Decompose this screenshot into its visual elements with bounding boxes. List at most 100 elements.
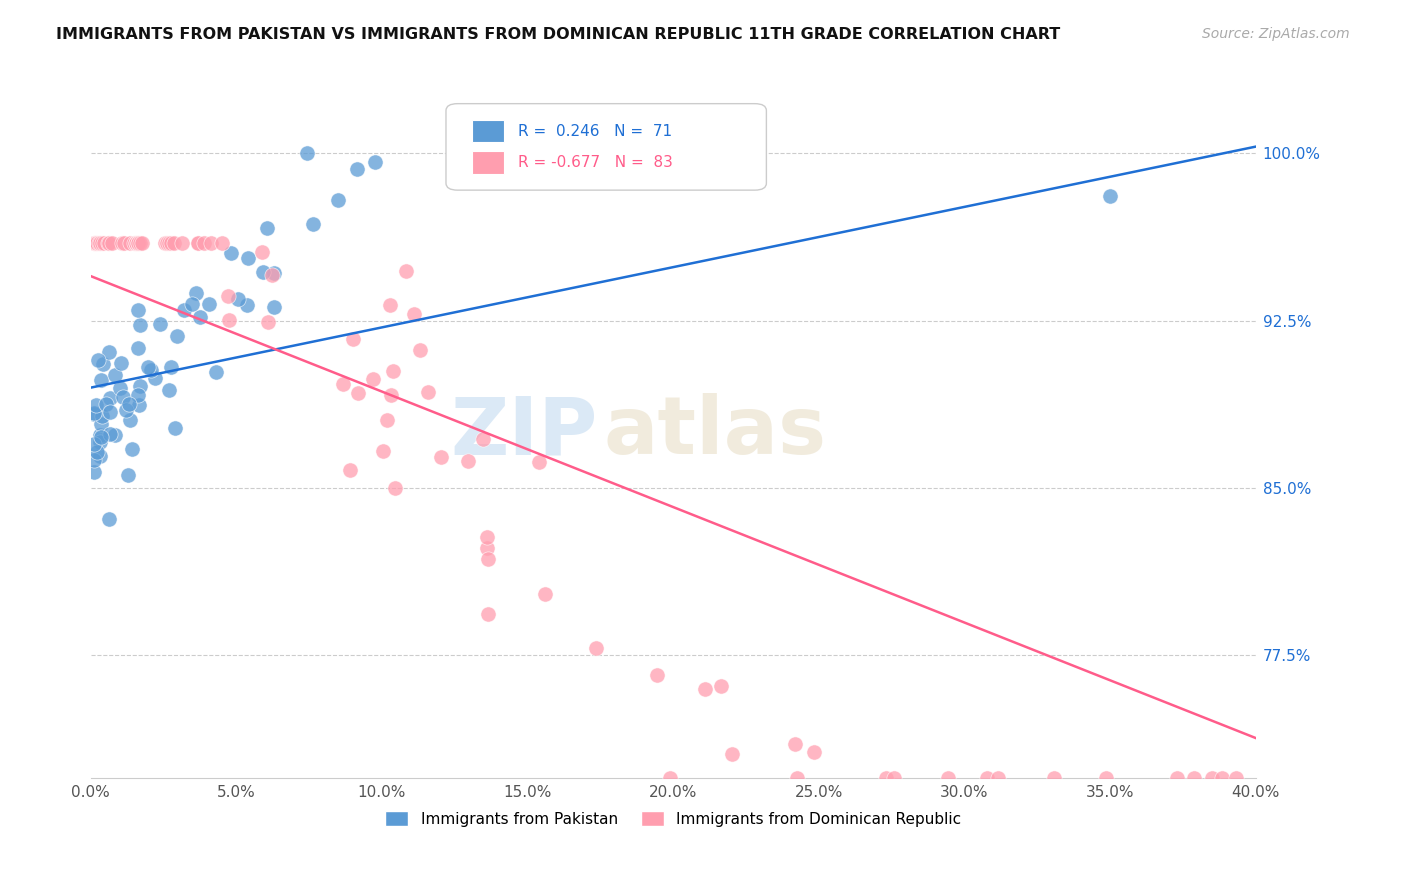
Point	[457, 453, 479, 467]
Point	[125, 235, 148, 250]
Point	[84, 398, 107, 412]
Point	[157, 383, 180, 397]
Point	[384, 481, 406, 495]
Point	[256, 221, 278, 235]
Point	[93, 235, 115, 250]
Point	[295, 146, 318, 161]
Point	[117, 467, 139, 482]
Text: R = -0.677   N =  83: R = -0.677 N = 83	[519, 155, 673, 170]
Point	[163, 235, 186, 250]
Point	[101, 235, 124, 250]
Point	[139, 363, 162, 377]
Point	[200, 235, 222, 250]
Point	[83, 407, 105, 421]
Point	[472, 432, 495, 446]
Point	[190, 310, 212, 325]
Point	[346, 386, 368, 401]
Point	[404, 307, 426, 321]
Point	[328, 193, 350, 207]
Point	[89, 435, 111, 450]
Point	[124, 235, 146, 250]
Point	[217, 289, 239, 303]
Point	[381, 364, 404, 378]
Point	[96, 235, 118, 250]
Point	[131, 235, 153, 250]
Point	[166, 329, 188, 343]
Point	[149, 318, 172, 332]
Point	[454, 146, 477, 161]
Point	[157, 235, 180, 250]
Point	[346, 162, 368, 177]
Point	[263, 266, 285, 280]
Point	[103, 368, 125, 383]
Point	[160, 235, 183, 250]
Point	[205, 364, 228, 378]
Point	[219, 246, 242, 260]
Point	[332, 376, 354, 391]
Point	[430, 450, 453, 465]
Text: atlas: atlas	[603, 393, 827, 471]
Point	[197, 297, 219, 311]
Point	[803, 745, 825, 759]
FancyBboxPatch shape	[471, 120, 505, 143]
Point	[658, 771, 681, 785]
Point	[83, 235, 105, 250]
Point	[87, 235, 110, 250]
Point	[98, 405, 121, 419]
Point	[605, 146, 627, 161]
Point	[395, 264, 418, 278]
Point	[976, 771, 998, 785]
Point	[226, 293, 249, 307]
Point	[97, 512, 120, 526]
Point	[153, 235, 176, 250]
Point	[527, 455, 550, 469]
Point	[118, 397, 141, 411]
Point	[585, 640, 607, 655]
Point	[121, 442, 143, 456]
Point	[364, 154, 387, 169]
Point	[218, 313, 240, 327]
Point	[252, 265, 274, 279]
Point	[477, 607, 499, 621]
Point	[475, 530, 498, 544]
Point	[83, 465, 105, 479]
Point	[1182, 771, 1205, 785]
Point	[89, 449, 111, 463]
Point	[104, 427, 127, 442]
Point	[475, 541, 498, 556]
Text: Source: ZipAtlas.com: Source: ZipAtlas.com	[1202, 27, 1350, 41]
Point	[721, 747, 744, 761]
Point	[786, 771, 808, 785]
Point	[90, 417, 112, 431]
Point	[129, 235, 152, 250]
Point	[96, 397, 118, 411]
Point	[89, 235, 111, 250]
Point	[115, 403, 138, 417]
Point	[256, 315, 278, 329]
Point	[263, 300, 285, 314]
Point	[378, 298, 401, 312]
Point	[184, 285, 207, 300]
Point	[187, 235, 209, 250]
Point	[710, 679, 733, 693]
Point	[1211, 771, 1233, 785]
Point	[111, 390, 134, 404]
Point	[110, 381, 132, 395]
Point	[129, 378, 152, 392]
Text: ZIP: ZIP	[450, 393, 598, 471]
Point	[86, 445, 108, 459]
Point	[83, 407, 105, 421]
Point	[238, 251, 260, 265]
Point	[165, 421, 187, 435]
Point	[713, 146, 735, 161]
Point	[118, 413, 141, 427]
Text: R =  0.246   N =  71: R = 0.246 N = 71	[519, 124, 672, 139]
Point	[477, 551, 499, 566]
Point	[156, 235, 179, 250]
Point	[645, 668, 668, 682]
Text: IMMIGRANTS FROM PAKISTAN VS IMMIGRANTS FROM DOMINICAN REPUBLIC 11TH GRADE CORREL: IMMIGRANTS FROM PAKISTAN VS IMMIGRANTS F…	[56, 27, 1060, 42]
Point	[87, 353, 110, 368]
Point	[128, 318, 150, 333]
Point	[1201, 771, 1223, 785]
Point	[695, 681, 717, 696]
